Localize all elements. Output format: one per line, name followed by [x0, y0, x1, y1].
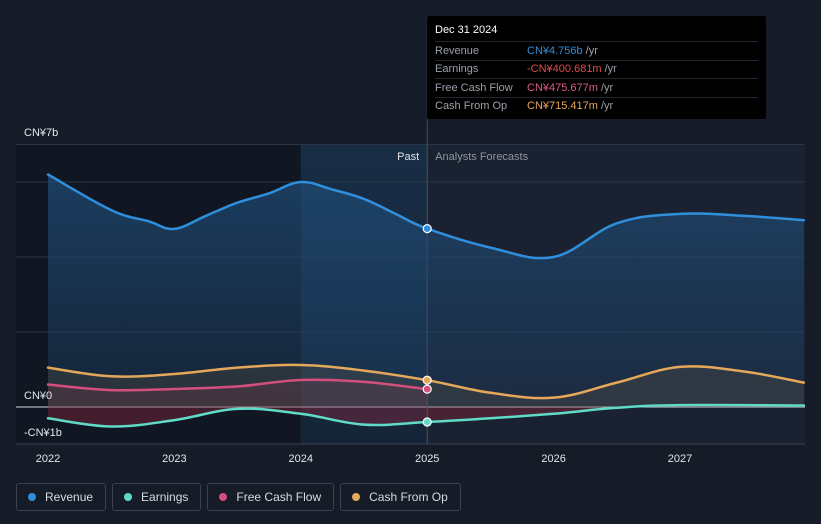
tooltip-date: Dec 31 2024	[435, 24, 498, 36]
legend-label: Earnings	[141, 490, 189, 504]
legend: Revenue Earnings Free Cash Flow Cash Fro…	[16, 483, 461, 511]
legend-label: Revenue	[45, 490, 94, 504]
tooltip-unit: /yr	[600, 100, 614, 113]
earnings-area	[48, 404, 804, 427]
revenue-area	[48, 174, 804, 407]
tooltip-value: CN¥715.417m	[527, 100, 598, 113]
tooltip-unit: /yr	[604, 63, 617, 76]
x-tick-label-2022: 2022	[36, 453, 60, 465]
tooltip-label: Cash From Op	[435, 100, 508, 113]
legend-dot-icon	[28, 493, 36, 501]
tooltip: Dec 31 2024 Revenue CN¥4.756b /yr Earnin…	[427, 16, 766, 119]
tooltip-row-free-cash-flow: Free Cash Flow CN¥475.677m /yr	[435, 78, 758, 97]
revenue-line	[46, 173, 806, 260]
legend-dot-icon	[124, 493, 133, 501]
earnings-line	[46, 403, 806, 428]
free-cash-flow-area	[48, 379, 428, 407]
tooltip-unit: /yr	[585, 44, 598, 57]
x-tick-label-2026: 2026	[541, 453, 565, 465]
revenue-marker	[422, 224, 432, 234]
tooltip-label: Revenue	[435, 44, 480, 57]
free-cash-flow-marker	[422, 384, 432, 394]
tooltip-row-earnings: Earnings -CN¥400.681m /yr	[435, 59, 758, 79]
x-tick-label-2023: 2023	[162, 453, 186, 465]
tooltip-value: CN¥475.677m	[527, 81, 598, 94]
x-tick-label-2024: 2024	[289, 453, 313, 465]
y-label-bottom: -CN¥1b	[24, 427, 62, 439]
x-tick-label-2025: 2025	[415, 453, 439, 465]
x-tick-label-2027: 2027	[668, 453, 692, 465]
legend-item-earnings[interactable]: Earnings	[112, 483, 202, 511]
legend-item-revenue[interactable]: Revenue	[16, 483, 107, 511]
tooltip-value: -CN¥400.681m	[527, 63, 602, 76]
past-label: Past	[397, 151, 419, 163]
tooltip-row-revenue: Revenue CN¥4.756b /yr	[435, 41, 758, 60]
tooltip-value: CN¥4.756b	[527, 44, 583, 57]
forecast-label: Analysts Forecasts	[435, 151, 528, 163]
free-cash-flow-line	[46, 378, 429, 392]
legend-label: Cash From Op	[369, 490, 448, 504]
tooltip-row-cash-from-op: Cash From Op CN¥715.417m /yr	[435, 96, 758, 116]
cash-from-op-marker	[422, 375, 432, 385]
tooltip-unit: /yr	[600, 81, 614, 94]
legend-item-free-cash-flow[interactable]: Free Cash Flow	[207, 483, 335, 511]
earnings-marker	[422, 417, 432, 427]
legend-dot-icon	[219, 493, 228, 501]
tooltip-label: Free Cash Flow	[435, 81, 513, 94]
tooltip-label: Earnings	[435, 63, 479, 76]
y-label-top: CN¥7b	[24, 127, 58, 139]
legend-label: Free Cash Flow	[236, 490, 322, 504]
y-label-zero: CN¥0	[24, 390, 52, 402]
legend-item-cash-from-op[interactable]: Cash From Op	[340, 483, 461, 511]
legend-dot-icon	[352, 493, 361, 501]
